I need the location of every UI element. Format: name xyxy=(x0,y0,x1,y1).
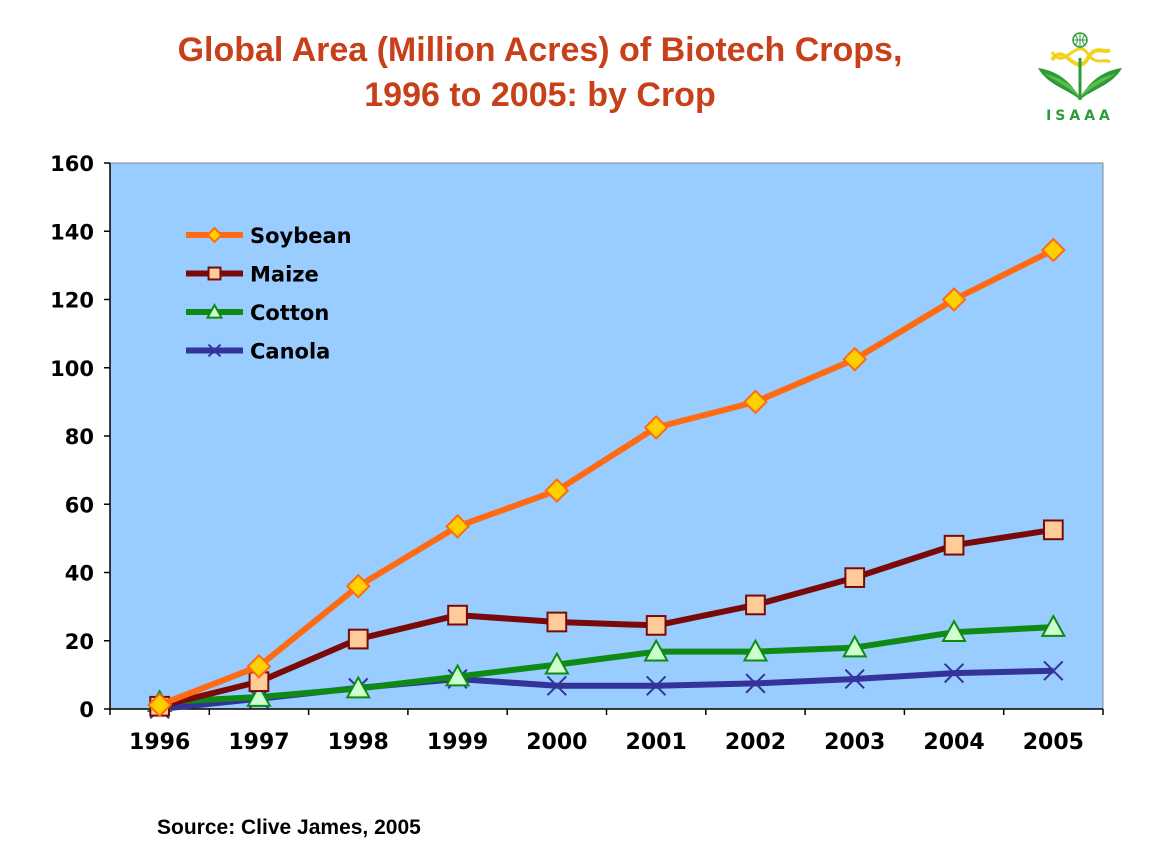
maize-marker xyxy=(943,534,965,556)
soybean-marker xyxy=(842,346,868,372)
x-marker-stroke xyxy=(1043,660,1064,681)
cotton-series xyxy=(146,614,1067,712)
cotton-marker xyxy=(246,683,272,707)
maize-line xyxy=(158,526,1054,710)
soybean-marker xyxy=(1040,237,1066,263)
cotton-marker xyxy=(941,619,967,643)
canola-marker xyxy=(844,668,865,690)
y-tick-label: 160 xyxy=(50,152,94,176)
maize-marker xyxy=(546,611,568,633)
soybean-marker xyxy=(345,573,371,599)
legend-label: Canola xyxy=(250,340,330,364)
y-tick-label: 20 xyxy=(65,630,94,654)
plot-area xyxy=(109,162,1104,710)
x-tick-label: 1997 xyxy=(228,730,289,755)
canola-marker xyxy=(207,343,222,358)
maize-marker xyxy=(745,594,766,616)
chart-title-line-2: 1996 to 2005: by Crop xyxy=(364,76,716,114)
maize-marker xyxy=(645,615,667,636)
cotton-marker xyxy=(643,638,669,662)
x-tick-label: 1998 xyxy=(328,730,389,755)
soybean-marker xyxy=(743,389,768,415)
source-note: Source: Clive James, 2005 xyxy=(157,816,421,839)
canola-marker xyxy=(646,675,667,696)
maize-marker xyxy=(1043,519,1064,541)
chart-title: Global Area (Million Acres) of Biotech C… xyxy=(40,28,1040,118)
cotton-marker xyxy=(444,663,471,687)
legend-item-canola: Canola xyxy=(186,340,330,364)
x-tick-label: 1996 xyxy=(129,730,190,755)
x-marker-stroke xyxy=(745,673,766,694)
cotton-marker xyxy=(205,302,224,319)
x-marker-stroke xyxy=(943,663,965,684)
maize-marker xyxy=(447,604,468,626)
cotton-marker xyxy=(544,651,570,675)
soybean-marker xyxy=(643,415,669,440)
x-tick-label: 1999 xyxy=(427,730,488,755)
y-tick-label: 40 xyxy=(65,562,94,586)
cotton-marker xyxy=(742,638,769,662)
soybean-series xyxy=(147,237,1066,718)
legend-item-soybean: Soybean xyxy=(186,224,352,248)
soybean-line xyxy=(158,247,1055,708)
chart-title-line-1: Global Area (Million Acres) of Biotech C… xyxy=(177,31,903,69)
canola-marker xyxy=(1043,660,1064,681)
x-tick-label: 2002 xyxy=(725,730,786,755)
x-tick-label: 2004 xyxy=(923,730,984,755)
isaaa-logo: ISAAA xyxy=(1038,32,1122,124)
y-tick-label: 60 xyxy=(65,493,94,517)
canola-marker xyxy=(546,675,567,696)
y-tick-label: 100 xyxy=(50,357,94,381)
y-tick-label: 140 xyxy=(50,220,94,244)
isaaa-logo-icon xyxy=(1038,32,1122,100)
y-tick-label: 80 xyxy=(65,425,94,449)
legend-label: Maize xyxy=(250,263,319,287)
cotton-marker xyxy=(1040,614,1067,637)
x-tick-label: 2005 xyxy=(1023,730,1084,755)
legend-label: Soybean xyxy=(250,224,352,248)
soybean-marker xyxy=(206,226,223,244)
legend-item-maize: Maize xyxy=(186,263,319,287)
isaaa-logo-text: ISAAA xyxy=(1046,108,1114,124)
x-marker-stroke xyxy=(844,668,865,690)
soybean-marker xyxy=(544,478,570,504)
legend-label: Cotton xyxy=(250,301,329,325)
x-tick-label: 2000 xyxy=(526,730,587,755)
y-tick-label: 120 xyxy=(50,289,94,313)
x-tick-label: 2001 xyxy=(626,730,687,755)
canola-marker xyxy=(943,663,965,684)
soybean-marker xyxy=(941,287,967,312)
canola-marker xyxy=(745,673,766,694)
y-tick-label: 0 xyxy=(79,698,94,722)
x-tick-label: 2003 xyxy=(824,730,885,755)
x-marker-stroke xyxy=(646,675,667,696)
soybean-marker xyxy=(246,653,272,679)
x-marker-stroke xyxy=(546,675,567,696)
cotton-marker xyxy=(842,634,868,658)
maize-marker xyxy=(207,266,222,281)
maize-marker xyxy=(347,628,369,650)
maize-marker xyxy=(844,567,866,588)
soybean-marker xyxy=(445,514,470,539)
cotton-line xyxy=(159,624,1054,706)
soybean-marker xyxy=(147,692,173,718)
legend-item-cotton: Cotton xyxy=(186,301,329,325)
x-marker-stroke xyxy=(207,343,222,358)
cotton-marker xyxy=(345,675,371,699)
